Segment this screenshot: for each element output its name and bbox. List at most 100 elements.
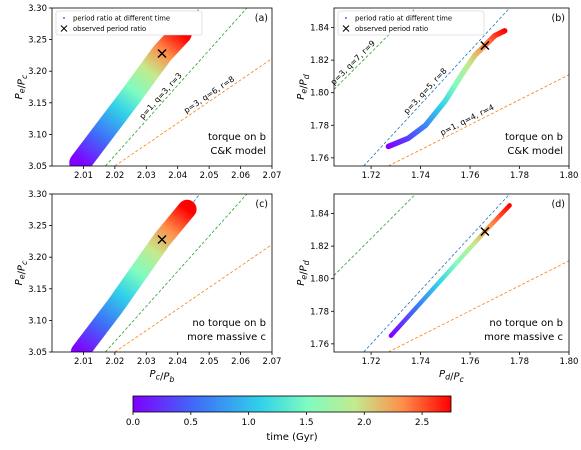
y-tick-label: 1.84 — [310, 210, 329, 220]
x-tick-label: 1.74 — [411, 357, 430, 367]
y-tick-label: 1.78 — [310, 307, 329, 317]
observed-marker-d — [480, 226, 490, 236]
legend-box — [337, 10, 485, 36]
y-tick-label: 3.15 — [28, 285, 47, 295]
y-tick-label: 1.78 — [310, 121, 329, 131]
x-tick-label: 2.07 — [263, 171, 282, 181]
legend-observed-label: observed period ratio — [355, 25, 428, 33]
colorbar-bar — [132, 395, 452, 413]
observed-marker-a — [157, 49, 167, 58]
x-tick-label: 2.04 — [168, 357, 187, 367]
x-tick-label: 2.04 — [168, 171, 187, 181]
colorbar-tick-label: 2.0 — [357, 418, 372, 428]
legend-x-marker — [60, 25, 68, 32]
panel-d: 1.72 1.74 1.76 1.78 1.80 1.76 1.78 1.80 1.82 1.84… — [296, 193, 579, 384]
panel-annotation: no torque on b — [192, 318, 266, 329]
resonance-line-b-2 — [388, 74, 569, 166]
observed-marker-c — [157, 235, 167, 244]
x-tick-label: 2.01 — [74, 357, 93, 367]
x-tick-label: 2.07 — [263, 357, 282, 367]
resonance-line-d-2 — [388, 260, 569, 352]
axes-frame — [333, 193, 570, 353]
x-tick-label: 1.80 — [560, 357, 579, 367]
x-tick-label: 1.76 — [461, 357, 480, 367]
legend-box — [55, 10, 203, 36]
resonance-line-c-2 — [114, 244, 272, 352]
y-tick-label: 3.20 — [28, 67, 47, 77]
legend-points-label: period ratio at different time — [355, 15, 452, 23]
resonance-line-a-2 — [114, 58, 272, 166]
y-tick-label: 3.25 — [28, 36, 47, 46]
x-tick-label: 1.72 — [362, 171, 381, 181]
legend-point-marker — [345, 17, 347, 19]
panel-b: p=3, q=7, r=9p=3, q=5, r=8p=1, q=4, r=41… — [296, 7, 579, 181]
panel-annotation: more massive c — [187, 332, 266, 343]
x-tick-label: 2.03 — [137, 357, 156, 367]
axes-frame — [333, 7, 570, 167]
y-axis-label: Pe/Pc — [14, 74, 29, 99]
period-ratio-track-d — [388, 203, 512, 338]
period-ratio-track-a — [69, 22, 192, 166]
resonance-label: p=1, q=4, r=4 — [439, 103, 496, 138]
panel-label: (c) — [255, 199, 268, 210]
panel-annotation: C&K model — [507, 146, 563, 157]
x-tick-label: 1.78 — [510, 171, 529, 181]
colorbar: 0.0 0.5 1.0 1.5 2.0 2.5 time (Gyr) — [126, 395, 452, 443]
resonance-label: p=3, q=7, r=9 — [329, 39, 377, 87]
legend-x-marker — [342, 25, 350, 32]
colorbar-tick-label: 0.5 — [184, 418, 198, 428]
x-tick-label: 1.80 — [560, 171, 579, 181]
colorbar-tick-label: 0.0 — [126, 418, 141, 428]
x-tick-label: 2.05 — [200, 171, 219, 181]
observed-marker-b — [480, 40, 490, 50]
x-tick-label: 1.76 — [461, 171, 480, 181]
resonance-line-d-0 — [334, 194, 416, 276]
x-tick-label: 1.74 — [411, 171, 430, 181]
x-tick-label: 2.06 — [231, 171, 250, 181]
y-tick-label: 1.80 — [310, 89, 329, 99]
panel-a: p=2, q=3, r=5p=1, q=3, r=3p=3, q=6, r=82… — [14, 4, 281, 181]
x-tick-label: 1.72 — [362, 357, 381, 367]
panel-annotation: C&K model — [210, 146, 266, 157]
y-tick-label: 3.25 — [28, 222, 47, 232]
y-tick-label: 1.82 — [310, 56, 329, 66]
y-axis-label: Pe/Pd — [296, 259, 311, 285]
colorbar-tick-label: 1.5 — [299, 418, 313, 428]
resonance-label: p=3, q=6, r=8 — [182, 74, 236, 115]
axes-frame — [51, 7, 273, 167]
legend-observed-label: observed period ratio — [73, 25, 146, 33]
colorbar-tick-label: 1.0 — [241, 418, 256, 428]
panel-label: (d) — [552, 199, 565, 210]
y-tick-label: 1.82 — [310, 242, 329, 252]
panel-annotation: torque on b — [208, 132, 266, 143]
y-tick-label: 1.76 — [310, 154, 329, 164]
y-tick-label: 3.20 — [28, 253, 47, 263]
y-tick-label: 1.80 — [310, 275, 329, 285]
y-tick-label: 3.05 — [28, 348, 47, 358]
panel-label: (a) — [255, 13, 268, 24]
colorbar-tick-label: 2.5 — [415, 418, 429, 428]
y-tick-label: 3.15 — [28, 99, 47, 109]
resonance-line-c-1 — [105, 194, 248, 352]
y-axis-label: Pe/Pc — [14, 260, 29, 285]
y-tick-label: 3.30 — [28, 4, 47, 14]
panel-annotation: more massive c — [484, 332, 563, 343]
panel-c: 2.01 2.02 2.03 2.04 2.05 2.06 2.07 3.05 3.10 3.15… — [14, 190, 281, 384]
y-axis-label: Pe/Pd — [296, 73, 311, 99]
y-tick-label: 1.76 — [310, 340, 329, 350]
x-tick-label: 2.06 — [231, 357, 250, 367]
panel-label: (b) — [552, 13, 565, 24]
resonance-line-b-1 — [363, 8, 510, 166]
x-tick-label: 2.02 — [105, 357, 124, 367]
resonance-line-a-1 — [105, 8, 248, 166]
y-tick-label: 3.05 — [28, 162, 47, 172]
y-tick-label: 3.30 — [28, 190, 47, 200]
y-tick-label: 1.84 — [310, 24, 329, 34]
legend-point-marker — [63, 17, 65, 19]
legend-points-label: period ratio at different time — [73, 15, 170, 23]
panel-annotation: no torque on b — [489, 318, 563, 329]
x-tick-label: 2.03 — [137, 171, 156, 181]
axes-frame — [51, 193, 273, 353]
x-tick-label: 2.05 — [200, 357, 219, 367]
